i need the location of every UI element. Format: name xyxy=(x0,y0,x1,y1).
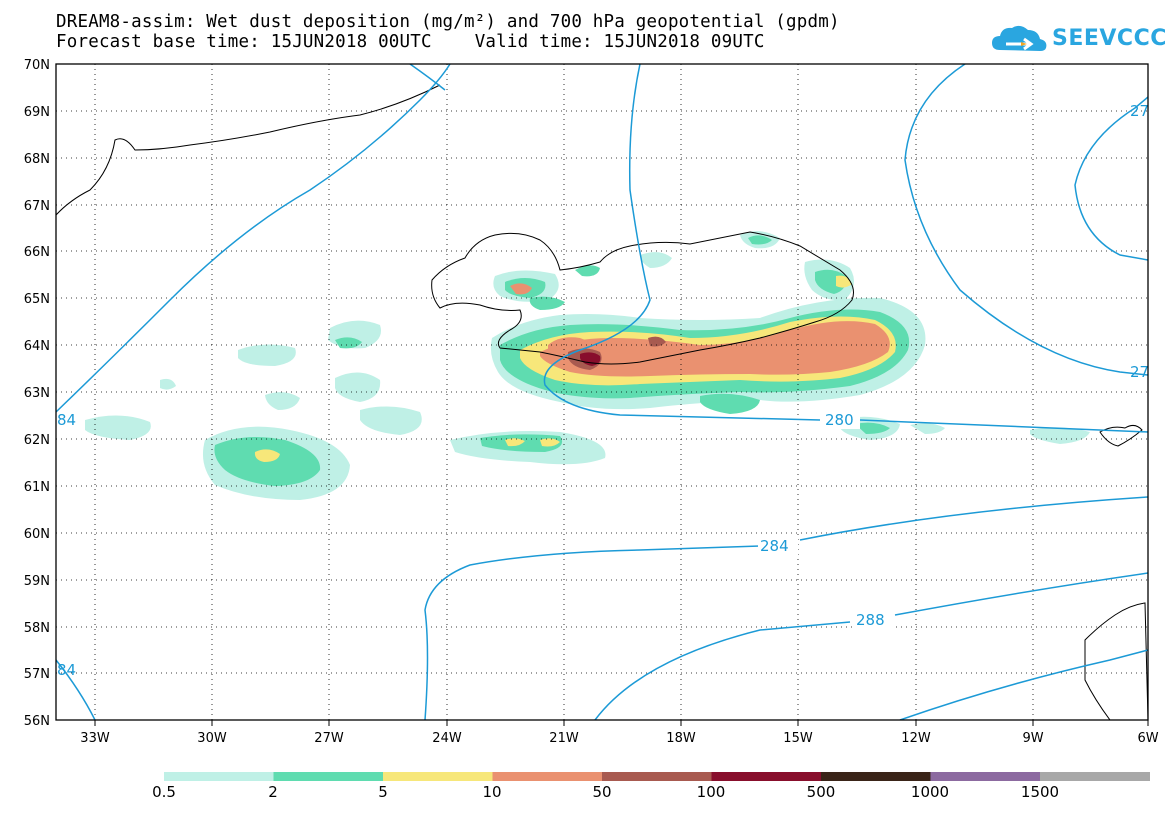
lat-label-66n: 66N xyxy=(24,245,50,260)
lon-label-9w: 9W xyxy=(1022,731,1043,746)
contour-label-bg xyxy=(822,411,860,429)
legend-swatch xyxy=(383,772,493,781)
lon-label-18w: 18W xyxy=(666,731,696,746)
contour-label-east-lower: 27 xyxy=(1130,363,1149,381)
lat-label-64n: 64N xyxy=(24,339,50,354)
lon-label-30w: 30W xyxy=(197,731,227,746)
lon-label-27w: 27W xyxy=(314,731,344,746)
legend-label: 0.5 xyxy=(152,783,176,801)
lon-label-6w: 6W xyxy=(1137,731,1158,746)
contour-label-east-upper: 27 xyxy=(1130,102,1149,120)
legend-label: 1000 xyxy=(911,783,949,801)
lat-label-70n: 70N xyxy=(24,58,50,73)
lat-label-61n: 61N xyxy=(24,480,50,495)
legend-label: 10 xyxy=(482,783,501,801)
axis-ticks xyxy=(94,720,1149,726)
lat-label-59n: 59N xyxy=(24,574,50,589)
dust-deposition-layer xyxy=(85,231,1090,500)
lat-label-57n: 57N xyxy=(24,667,50,682)
legend-swatch xyxy=(164,772,274,781)
contour-label-bg xyxy=(853,611,893,629)
coastlines xyxy=(56,84,1148,720)
legend-swatch xyxy=(492,772,603,781)
map-title: DREAM8-assim: Wet dust deposition (mg/m²… xyxy=(56,12,840,32)
lon-label-12w: 12W xyxy=(901,731,931,746)
logo-text: SEEVCCC xyxy=(1052,26,1167,51)
legend-swatch xyxy=(602,772,712,781)
map-frame xyxy=(55,63,1149,721)
lon-label-15w: 15W xyxy=(783,731,813,746)
geopotential-contours xyxy=(56,64,1148,720)
legend-label: 50 xyxy=(592,783,611,801)
contour-label-280: 280 xyxy=(825,411,854,429)
legend-swatch xyxy=(1040,772,1150,781)
lat-label-68n: 68N xyxy=(24,152,50,167)
contour-label-bg xyxy=(758,537,798,555)
contour-label-west-lower: 84 xyxy=(57,661,76,679)
contour-label-284: 284 xyxy=(760,537,789,555)
contour-label-288: 288 xyxy=(856,611,885,629)
lat-label-65n: 65N xyxy=(24,292,50,307)
legend-label: 1500 xyxy=(1021,783,1059,801)
cloud-arrow-icon xyxy=(992,25,1047,51)
legend-label: 2 xyxy=(268,783,278,801)
legend-colorbar xyxy=(164,772,1150,781)
grid-lines xyxy=(56,64,1148,720)
lat-label-60n: 60N xyxy=(24,527,50,542)
legend-label: 500 xyxy=(807,783,836,801)
lon-label-33w: 33W xyxy=(80,731,110,746)
legend-swatch xyxy=(273,772,384,781)
map-subtitle-times: Forecast base time: 15JUN2018 00UTC Vali… xyxy=(56,32,765,52)
legend-label: 5 xyxy=(378,783,388,801)
lat-label-69n: 69N xyxy=(24,105,50,120)
lon-label-21w: 21W xyxy=(549,731,579,746)
lat-label-67n: 67N xyxy=(24,199,50,214)
legend-swatch xyxy=(711,772,822,781)
lat-label-62n: 62N xyxy=(24,433,50,448)
legend-swatch xyxy=(930,772,1041,781)
lat-label-63n: 63N xyxy=(24,386,50,401)
lon-label-24w: 24W xyxy=(432,731,462,746)
lat-label-58n: 58N xyxy=(24,621,50,636)
lat-label-56n: 56N xyxy=(24,714,50,729)
legend-label: 100 xyxy=(697,783,726,801)
contour-label-west-upper: 84 xyxy=(57,411,76,429)
legend-swatch xyxy=(821,772,931,781)
